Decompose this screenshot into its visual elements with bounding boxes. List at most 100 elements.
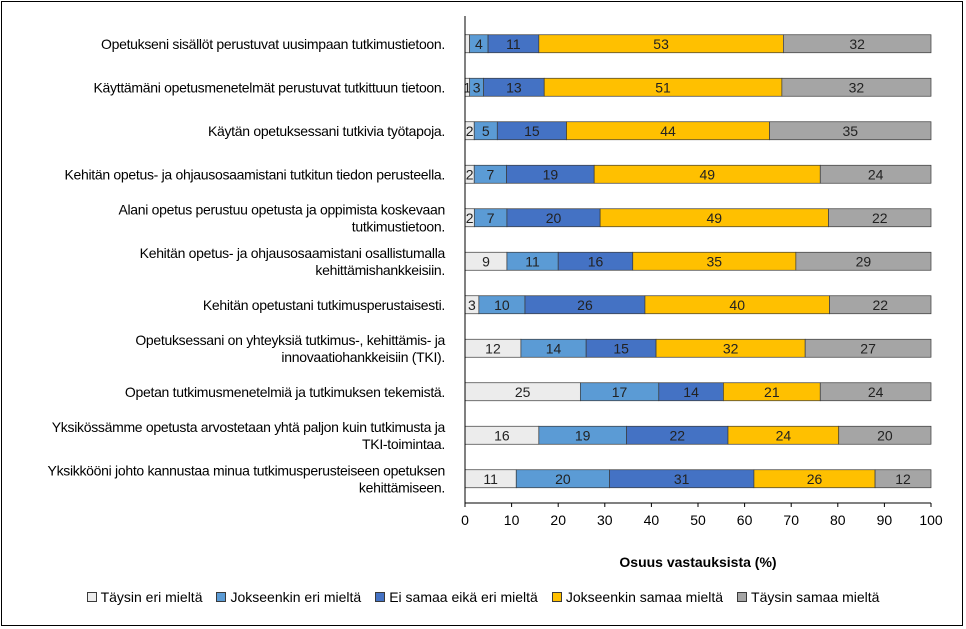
bar-segment [874,469,932,489]
data-label: 14 [683,384,699,400]
data-label: 20 [877,427,893,443]
category-label: Kehitän opetus- ja ohjausosaamistani tut… [64,166,445,182]
legend-swatch [216,592,227,602]
category-label: Yksikkööni johto kannustaa minua tutkimu… [48,462,445,495]
legend-item: Jokseenkin eri mieltä [216,589,361,605]
legend-item: Täysin eri mieltä [86,589,203,605]
data-label: 29 [856,253,872,269]
x-tick-label: 30 [597,512,613,528]
data-label: 7 [487,210,495,226]
bar-segment [828,208,932,228]
category-label: Opetukseni sisällöt perustuvat uusimpaan… [101,36,445,52]
x-tick-label: 50 [690,512,706,528]
data-label: 11 [483,471,498,487]
data-label: 4 [475,36,483,52]
bar-segment [783,34,932,54]
data-label: 14 [546,340,562,356]
legend-item: Jokseenkin samaa mieltä [551,589,724,605]
category-label: Yksikössämme opetusta arvostetaan yhtä p… [52,419,446,452]
bar-segment [804,338,932,358]
x-tick-label: 70 [783,512,799,528]
legend-swatch [375,592,386,602]
data-label: 15 [524,123,540,139]
legend-swatch [86,592,97,602]
x-axis-title: Osuus vastauksista (%) [619,554,776,570]
data-label: 16 [588,253,604,269]
category-label: Opetuksessani on yhteyksiä tutkimus-, ke… [135,332,445,365]
category-label: Opetan tutkimusmenetelmiä ja tutkimuksen… [125,384,445,400]
data-label: 35 [842,123,858,139]
data-label: 16 [494,427,510,443]
data-label: 53 [653,36,669,52]
bar-segment [838,425,932,445]
data-label: 2 [466,166,474,182]
legend-label: Ei samaa eikä eri mieltä [389,589,538,605]
data-label: 24 [868,166,884,182]
data-label: 11 [525,253,540,269]
data-label: 22 [872,297,888,313]
category-label: Kehitän opetustani tutkimusperustaisesti… [203,297,445,313]
legend-label: Täysin samaa mieltä [751,589,880,605]
x-tick-label: 90 [877,512,893,528]
category-label: Alani opetus perustuu opetusta ja oppimi… [118,201,445,234]
bar-segment [464,34,470,54]
category-label: Kehitän opetus- ja ohjausosaamistani osa… [140,245,446,278]
bar-segment [819,164,932,184]
legend-label: Jokseenkin samaa mieltä [565,589,724,605]
data-label: 17 [612,384,628,400]
data-label: 26 [577,297,593,313]
data-label: 26 [807,471,823,487]
legend-label: Jokseenkin eri mieltä [230,589,362,605]
data-label: 9 [482,253,490,269]
data-label: 22 [872,210,888,226]
data-label: 12 [485,340,501,356]
data-label: 21 [764,384,780,400]
bar-segment [781,77,932,97]
legend-swatch [737,592,748,602]
category-label: Käyttämäni opetusmenetelmät perustuvat t… [94,79,445,95]
x-tick-label: 40 [644,512,660,528]
data-label: 40 [729,297,745,313]
data-label: 32 [849,36,865,52]
data-label: 3 [473,79,481,95]
data-label: 49 [707,210,723,226]
data-label: 24 [868,384,884,400]
data-label: 22 [669,427,685,443]
data-label: 15 [613,340,629,356]
bar-segment [819,382,932,402]
data-label: 20 [546,210,562,226]
x-tick-label: 20 [550,512,566,528]
chart-legend: Täysin eri mieltä Jokseenkin eri mieltä Ei… [0,589,966,605]
data-label: 3 [468,297,476,313]
x-tick-label: 10 [504,512,520,528]
data-label: 10 [494,297,510,313]
data-label: 19 [543,166,559,182]
data-label: 13 [506,79,522,95]
data-label: 31 [674,471,690,487]
x-tick-label: 0 [461,512,469,528]
x-tick-label: 80 [830,512,846,528]
data-label: 32 [849,79,865,95]
data-label: 49 [699,166,715,182]
x-tick-label: 60 [737,512,753,528]
legend-label: Täysin eri mieltä [100,589,203,605]
data-label: 19 [575,427,591,443]
data-label: 11 [506,36,521,52]
bar-segment [829,295,932,315]
legend-item: Ei samaa eikä eri mieltä [375,589,538,605]
data-label: 27 [860,340,876,356]
data-label: 1 [463,79,471,95]
data-label: 20 [555,471,571,487]
legend-item: Täysin samaa mieltä [737,589,879,605]
data-label: 2 [466,123,474,139]
data-label: 5 [482,123,490,139]
x-tick-label: 100 [919,512,943,528]
data-label: 25 [515,384,531,400]
data-label: 2 [466,210,474,226]
data-label: 51 [655,79,671,95]
data-label: 7 [486,166,494,182]
bar-segment [769,121,932,141]
data-label: 44 [660,123,676,139]
